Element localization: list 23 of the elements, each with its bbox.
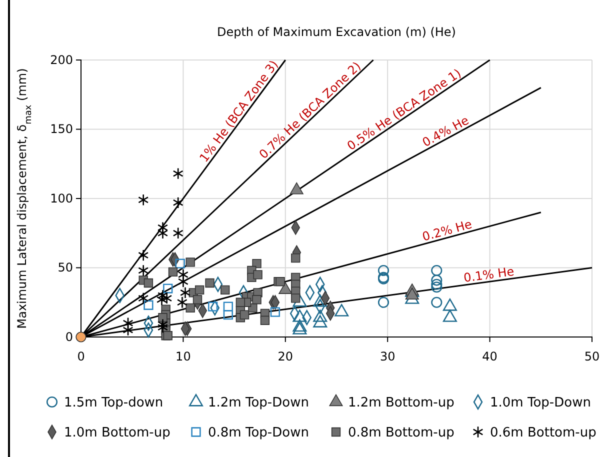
x-tick-label: 10 xyxy=(176,350,191,364)
x-axis-title: Depth of Maximum Excavation (m) (He) xyxy=(216,25,456,39)
y-tick-label: 50 xyxy=(58,260,73,275)
legend-label: 0.8m Bottom-up xyxy=(348,426,454,440)
text: 0.4% He xyxy=(420,113,472,150)
x-tick-label: 0 xyxy=(77,350,85,364)
x-tick-label: 20 xyxy=(278,350,294,364)
x-tick-label: 40 xyxy=(482,350,498,364)
legend-label: 1.5m Top-down xyxy=(64,396,164,410)
text: 0.2% He xyxy=(420,217,474,244)
legend-label: 0.6m Bottom-up xyxy=(490,426,596,440)
y-tick-label: 200 xyxy=(50,52,73,67)
legend-label: 1.2m Bottom-up xyxy=(348,396,454,410)
legend-label: 1.0m Top-Down xyxy=(490,396,591,410)
y-tick-label: 150 xyxy=(50,122,73,136)
legend-label: 0.8m Top-Down xyxy=(208,426,309,440)
legend-label: 1.2m Top-Down xyxy=(208,396,309,410)
legend-label: 1.0m Bottom-up xyxy=(64,426,170,440)
y-tick-label: 0 xyxy=(65,330,73,344)
x-tick-label: 50 xyxy=(584,350,600,364)
x-tick-label: 30 xyxy=(380,350,396,364)
y-tick-label: 100 xyxy=(50,191,73,206)
text: 0.1% He xyxy=(462,264,515,286)
